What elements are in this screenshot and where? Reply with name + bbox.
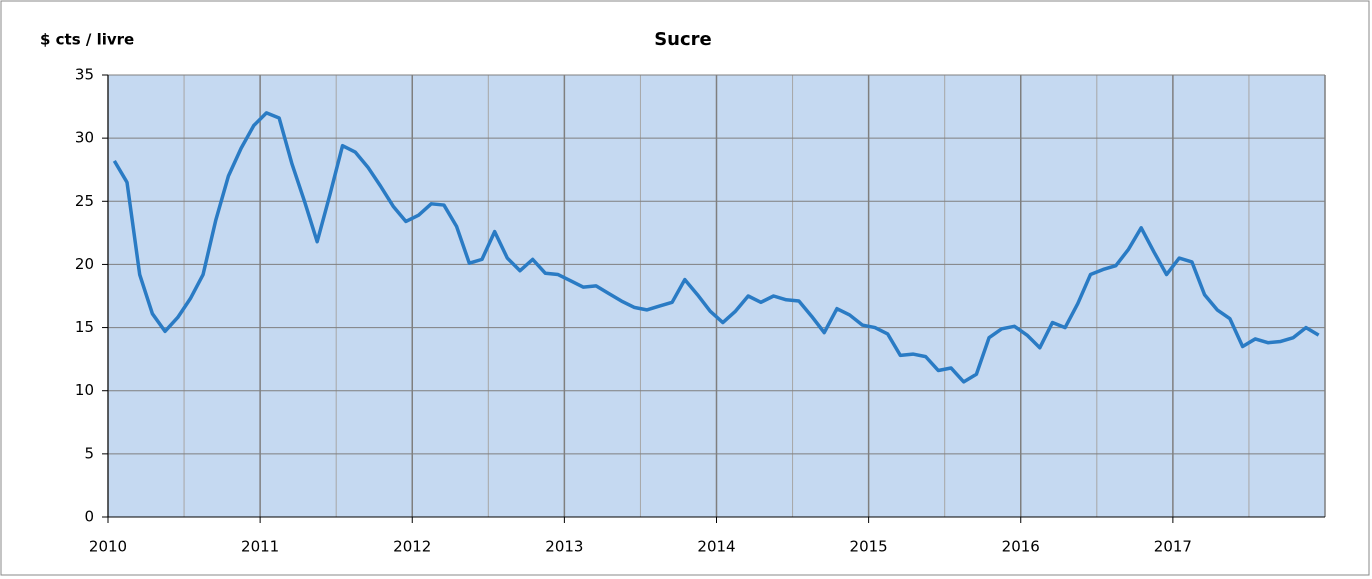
y-tick-label: 30: [75, 129, 94, 147]
data-line: [112, 111, 1320, 384]
y-tick-label: 0: [84, 508, 94, 526]
x-tick-label: 2015: [850, 538, 888, 556]
x-tick-label: 2011: [241, 538, 279, 556]
y-tick-label: 15: [75, 318, 94, 336]
y-axis-label: $ cts / livre: [40, 31, 134, 49]
x-tick-label: 2016: [1002, 538, 1040, 556]
y-tick-label: 5: [84, 444, 94, 462]
x-tick-label: 2013: [545, 538, 583, 556]
y-tick-label: 25: [75, 192, 94, 210]
y-tick-label: 20: [75, 255, 94, 273]
y-tick-label: 35: [75, 66, 94, 84]
x-tick-label: 2017: [1154, 538, 1192, 556]
x-tick-label: 2012: [393, 538, 431, 556]
chart-title: Sucre: [654, 29, 712, 50]
x-tick-label: 2014: [697, 538, 735, 556]
x-tick-label: 2010: [89, 538, 127, 556]
y-tick-label: 10: [75, 381, 94, 399]
